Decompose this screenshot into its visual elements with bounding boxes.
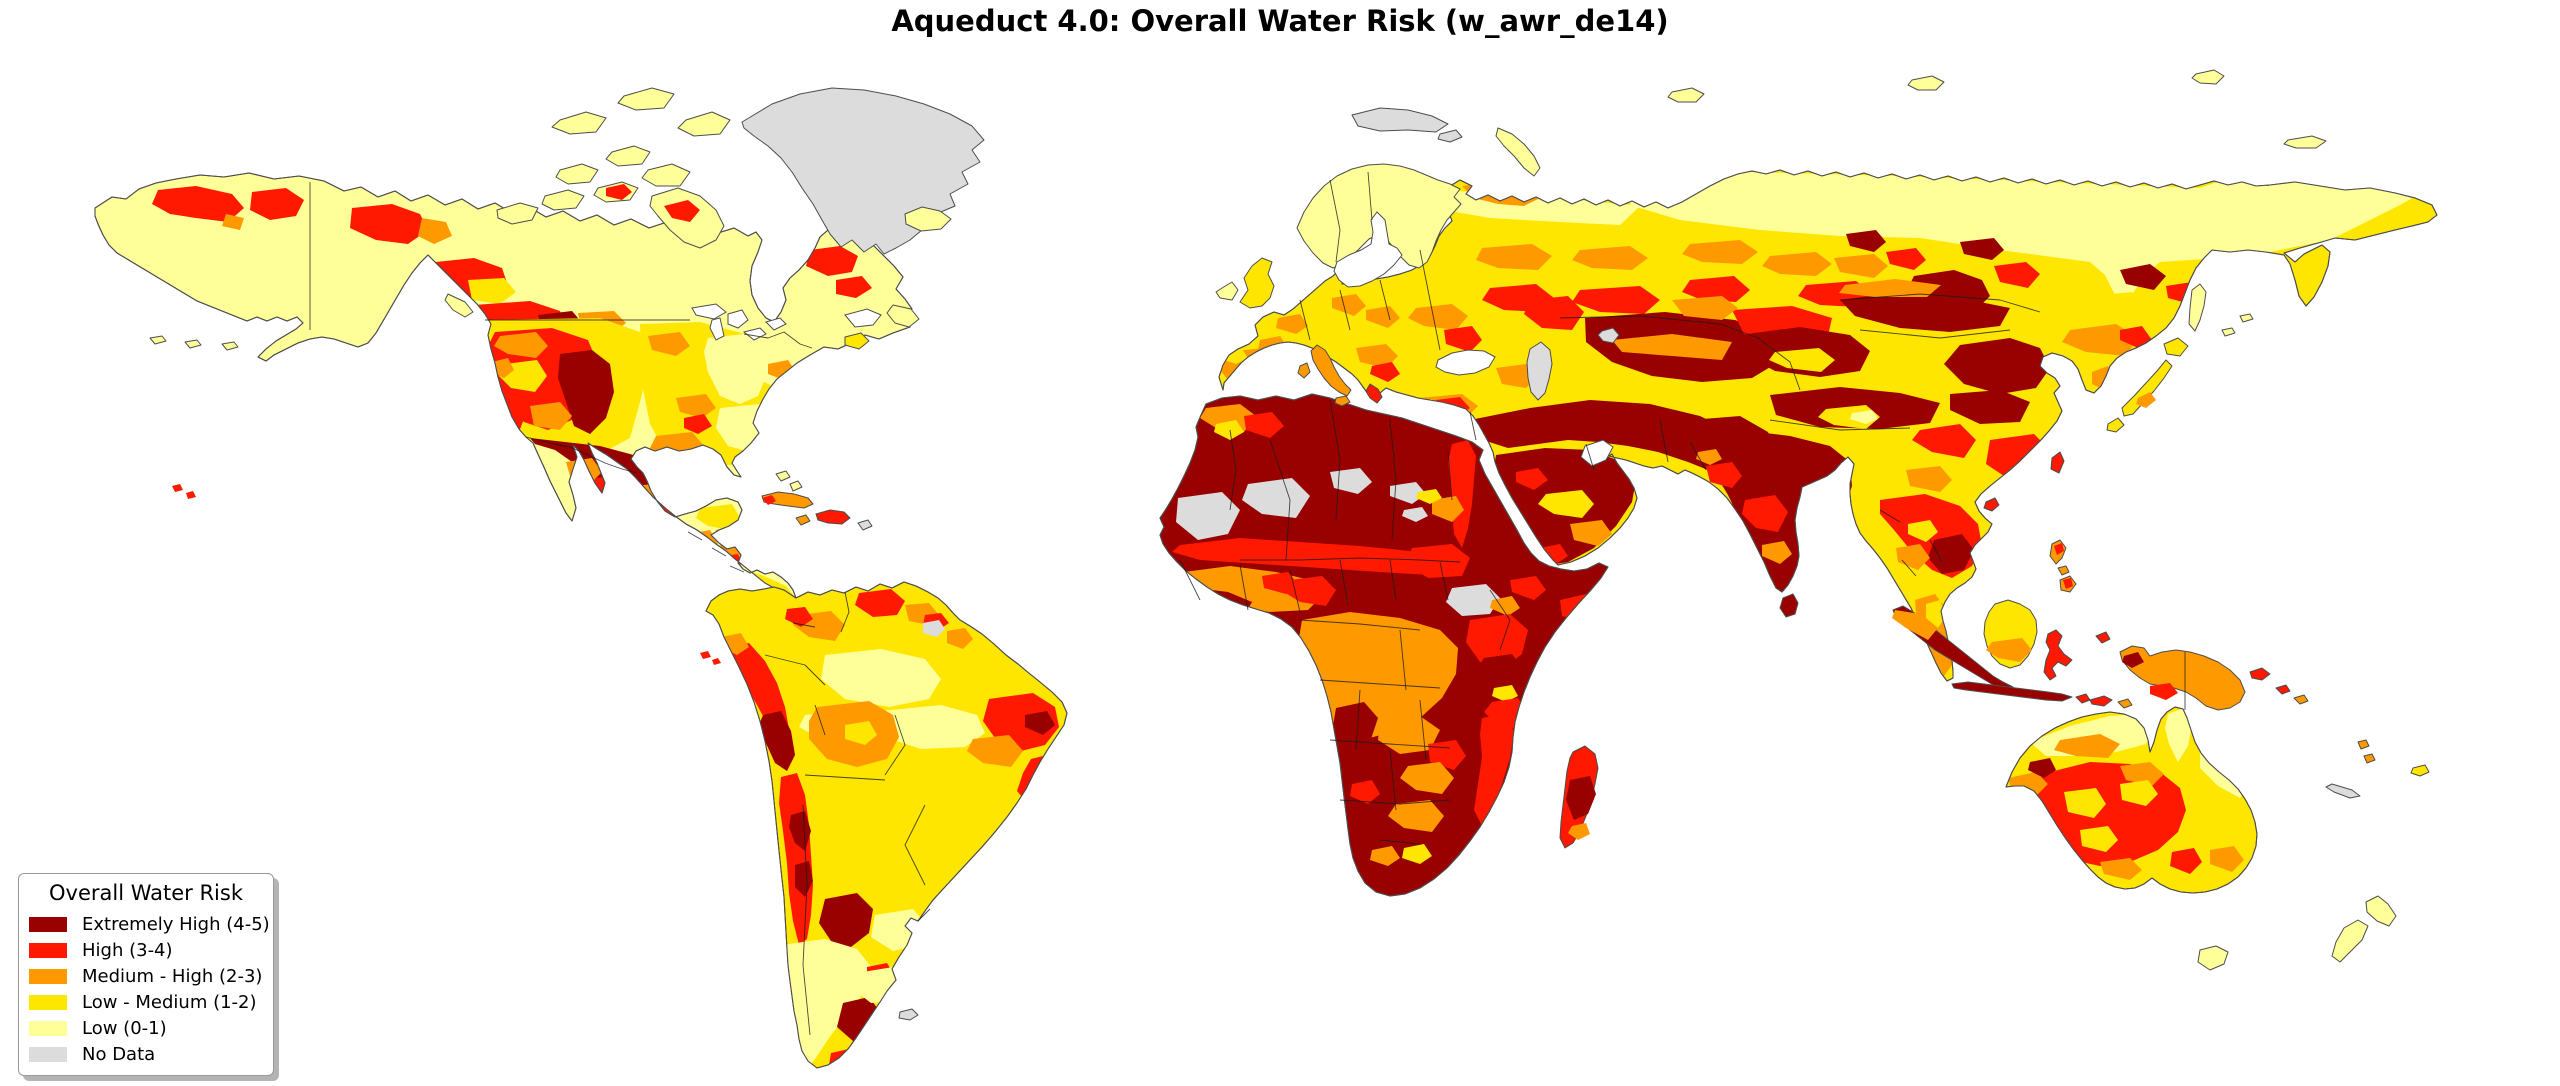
- gulf-of-st-lawrence: [844, 308, 882, 328]
- landmass-new-zealand: [2331, 895, 2397, 963]
- caspian-sea: [1526, 341, 1553, 401]
- arctic-islands-eurasia: [1351, 69, 2327, 177]
- legend-swatch-medium_high: [29, 968, 67, 984]
- landmass-australia: [2005, 706, 2258, 894]
- legend-item-low_medium: Low - Medium (1-2): [27, 989, 265, 1015]
- landmass-british-isles: [1215, 257, 1275, 309]
- risk-patches-south-america: [721, 589, 1059, 1068]
- legend-swatch-high: [29, 942, 67, 958]
- landmass-north-america: [94, 172, 913, 601]
- landmass-madagascar: [1559, 745, 1599, 849]
- legend-label-low: Low (0-1): [82, 1017, 167, 1039]
- landmass-south-america: [705, 581, 1068, 1069]
- chart-title: Aqueduct 4.0: Overall Water Risk (w_awr_…: [891, 4, 1669, 38]
- legend-swatch-extremely_high: [29, 916, 67, 932]
- legend-item-high: High (3-4): [27, 937, 265, 963]
- baltic-sea: [1333, 211, 1403, 288]
- legend: Overall Water Risk Extremely High (4-5) H…: [18, 873, 274, 1076]
- legend-items: Extremely High (4-5) High (3-4) Medium - H…: [27, 911, 270, 1067]
- aral-sea: [1597, 327, 1620, 344]
- legend-label-medium_high: Medium - High (2-3): [82, 965, 263, 987]
- landmass-philippines: [2049, 539, 2077, 593]
- legend-item-medium_high: Medium - High (2-3): [27, 963, 265, 989]
- landmass-japan: [2106, 337, 2189, 433]
- landmass-italy: [1297, 344, 1383, 407]
- arctic-islands: [496, 87, 731, 249]
- legend-label-low_medium: Low - Medium (1-2): [82, 991, 257, 1013]
- black-sea: [1435, 349, 1496, 376]
- landmass-sakhalin: [2188, 283, 2207, 332]
- landmass-iceland: [904, 206, 952, 232]
- caribbean-islands: [761, 470, 873, 531]
- legend-item-low: Low (0-1): [27, 1015, 265, 1041]
- legend-swatch-no_data: [29, 1046, 67, 1062]
- great-lakes: [691, 303, 727, 320]
- legend-label-extremely_high: Extremely High (4-5): [82, 913, 270, 935]
- small-islands: [149, 293, 2430, 1021]
- legend-label-no_data: No Data: [82, 1043, 156, 1065]
- landmass-scandinavia: [1296, 163, 1462, 288]
- landmass-taiwan-hainan: [1779, 451, 2065, 618]
- landmass-greenland: [741, 87, 985, 255]
- legend-swatch-low: [29, 1020, 67, 1036]
- landmass-africa: [1159, 393, 1609, 897]
- legend-label-high: High (3-4): [82, 939, 173, 961]
- legend-swatch-low_medium: [29, 994, 67, 1010]
- legend-item-no_data: No Data: [27, 1041, 265, 1067]
- persian-gulf: [1580, 439, 1614, 467]
- landmass-indonesia: [1892, 599, 2133, 709]
- landmass-tasmania: [2197, 945, 2229, 971]
- legend-item-extremely_high: Extremely High (4-5): [27, 911, 270, 937]
- country-borders: [309, 171, 2041, 1036]
- landmass-new-guinea: [2119, 645, 2309, 711]
- legend-title: Overall Water Risk: [48, 881, 243, 905]
